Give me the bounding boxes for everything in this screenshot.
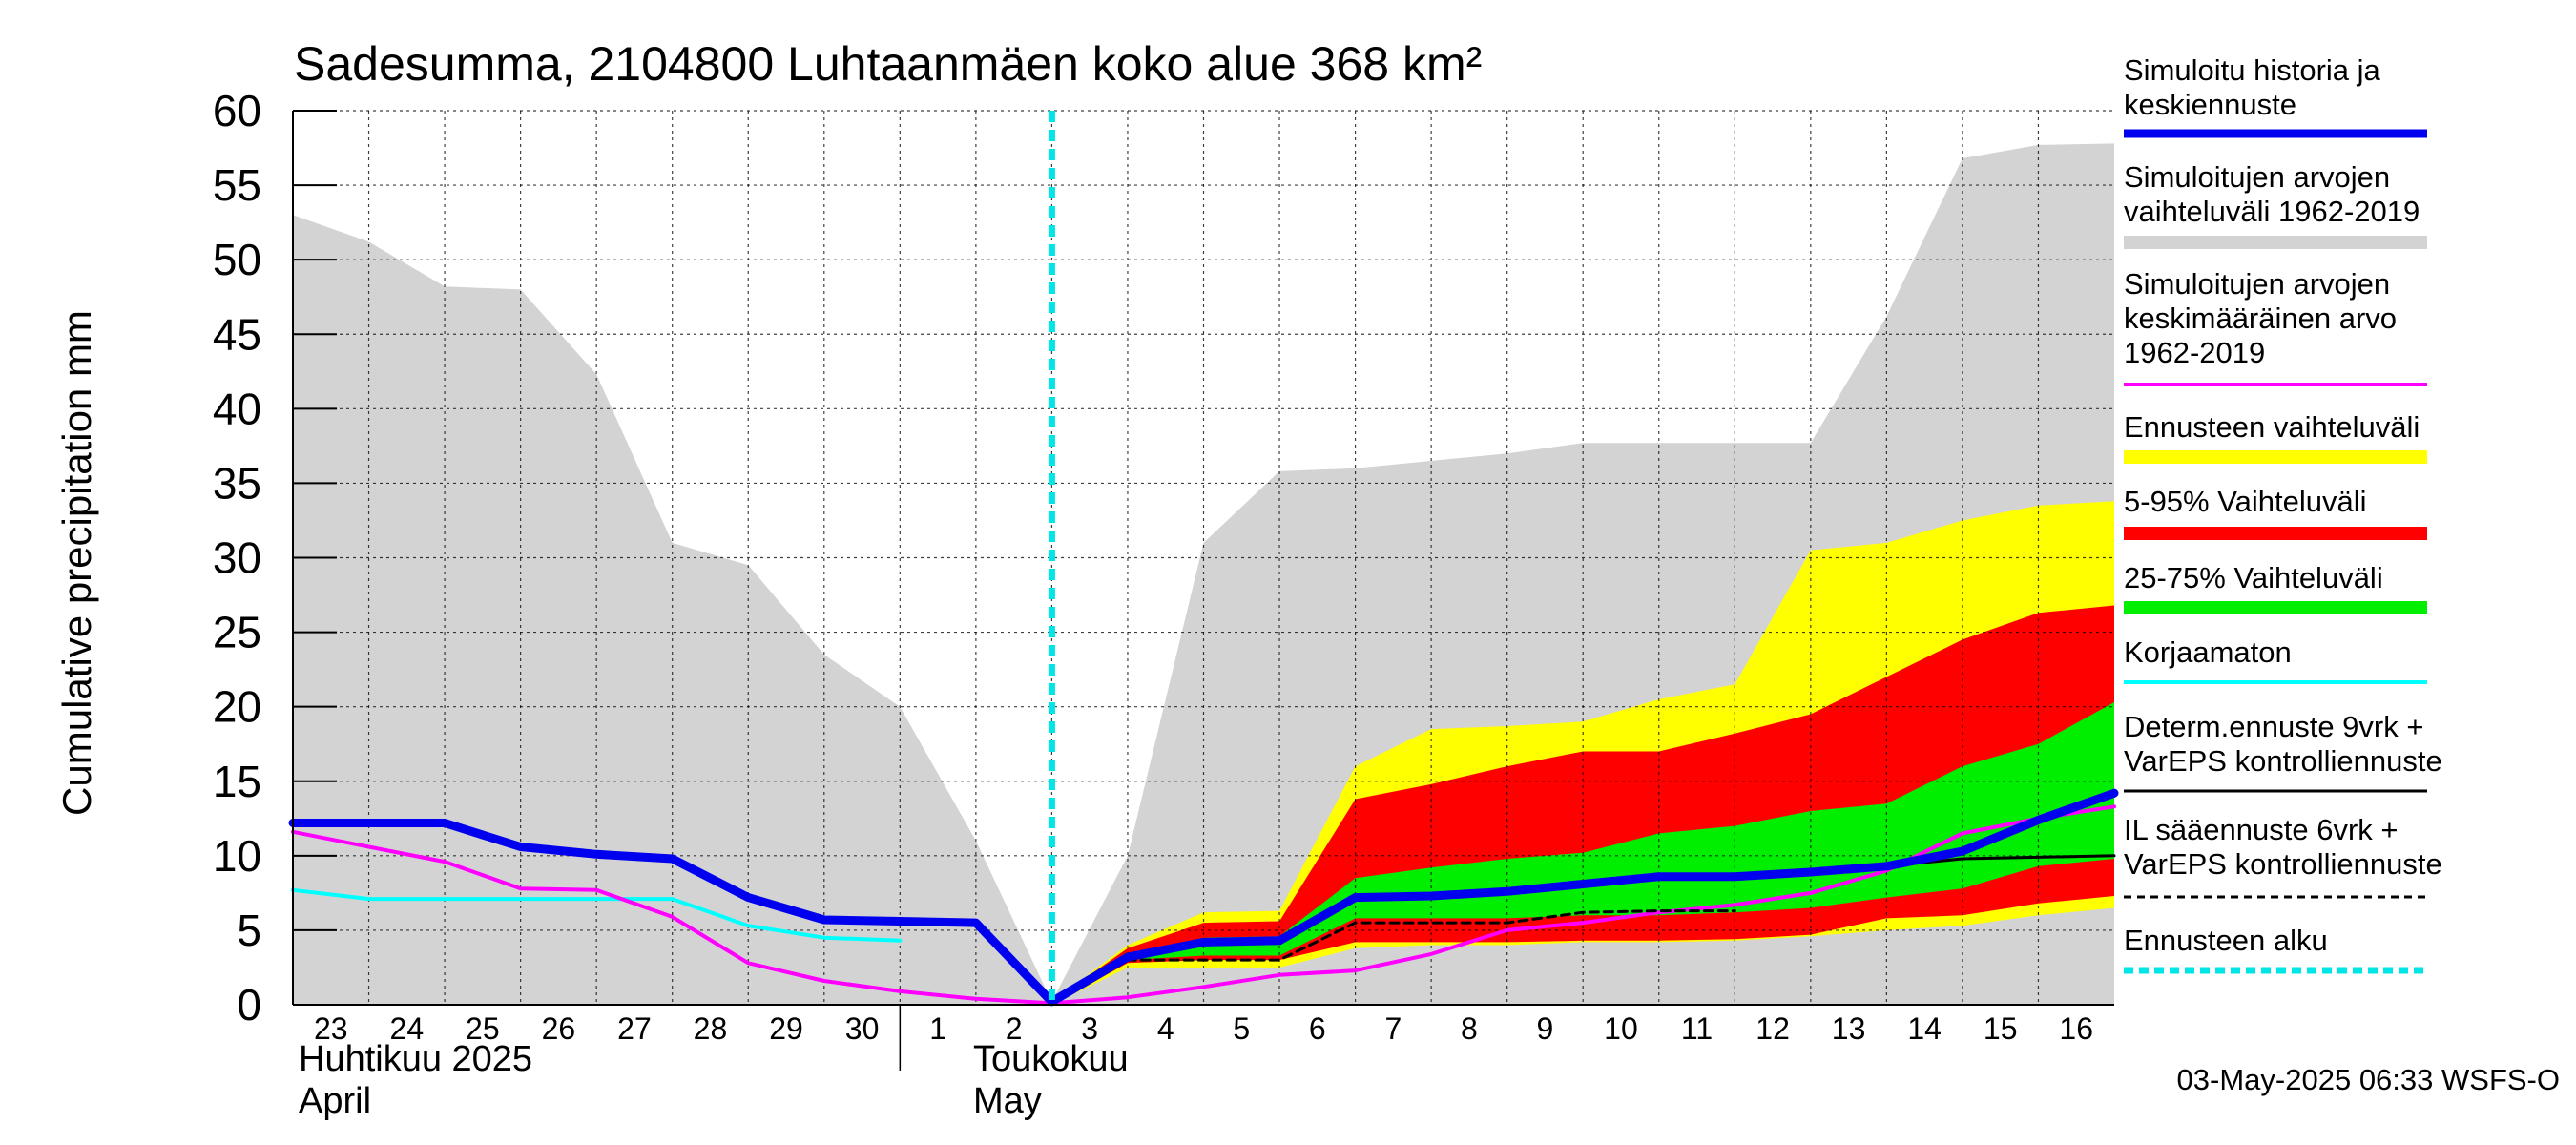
legend-label-sim_mean: 1962-2019 — [2124, 336, 2265, 369]
y-tick-label: 35 — [213, 458, 261, 508]
x-tick-label: 13 — [1832, 1011, 1866, 1046]
legend-label-sim_history: Simuloitu historia ja — [2124, 53, 2381, 87]
legend-label-uncorrected: Korjaamaton — [2124, 635, 2292, 669]
y-tick-label: 5 — [237, 906, 261, 955]
x-tick-label: 5 — [1233, 1011, 1250, 1046]
y-tick-label: 60 — [213, 86, 261, 135]
month-label: Huhtikuu 2025 — [299, 1039, 532, 1079]
y-tick-label: 55 — [213, 160, 261, 210]
legend-label-determ: VarEPS kontrolliennuste — [2124, 744, 2442, 778]
line-sim-history — [288, 788, 2119, 1007]
line-sim-mean — [291, 804, 2116, 1006]
x-tick-label: 16 — [2059, 1011, 2093, 1046]
legend-label-hist_range: Simuloitujen arvojen — [2124, 160, 2390, 194]
x-tick-label: 10 — [1604, 1011, 1638, 1046]
x-tick-label: 3 — [1081, 1011, 1098, 1046]
chart-title: Sadesumma, 2104800 Luhtaanmäen koko alue… — [294, 37, 1482, 91]
line-uncorrected — [291, 887, 903, 943]
legend-label-p25_75: 25-75% Vaihteluväli — [2124, 561, 2383, 594]
month-label: Toukokuu — [973, 1039, 1129, 1079]
month-label-en: May — [973, 1081, 1042, 1121]
footer-timestamp: 03-May-2025 06:33 WSFS-O — [2177, 1063, 2560, 1096]
x-tick-label: 9 — [1537, 1011, 1554, 1046]
legend-label-il: IL sääennuste 6vrk + — [2124, 813, 2399, 846]
y-axis-label: Cumulative precipitation mm — [54, 310, 99, 816]
legend-label-forecast_start: Ennusteen alku — [2124, 924, 2328, 957]
x-tick-label: 28 — [694, 1011, 728, 1046]
legend-label-hist_range: vaihteluväli 1962-2019 — [2124, 195, 2420, 228]
x-tick-label: 11 — [1681, 1011, 1713, 1046]
y-tick-label: 30 — [213, 533, 261, 583]
y-tick-label: 25 — [213, 608, 261, 657]
legend-label-il: VarEPS kontrolliennuste — [2124, 847, 2442, 881]
month-label-en: April — [299, 1081, 371, 1121]
x-tick-label: 8 — [1461, 1011, 1478, 1046]
legend-label-sim_mean: Simuloitujen arvojen — [2124, 267, 2390, 301]
legend-label-p5_95: 5-95% Vaihteluväli — [2124, 485, 2366, 518]
y-tick-label: 20 — [213, 682, 261, 732]
y-tick-label: 15 — [213, 757, 261, 806]
y-tick-label: 50 — [213, 235, 261, 284]
x-tick-label: 15 — [1984, 1011, 2018, 1046]
x-tick-label: 29 — [769, 1011, 803, 1046]
legend-label-determ: Determ.ennuste 9vrk + — [2124, 710, 2423, 743]
series-lines — [288, 111, 2119, 1007]
legend-label-ens_range: Ennusteen vaihteluväli — [2124, 410, 2420, 444]
x-tick-label: 30 — [845, 1011, 880, 1046]
x-tick-label: 4 — [1157, 1011, 1174, 1046]
y-tick-label: 40 — [213, 384, 261, 433]
area-p5_95 — [1051, 605, 2114, 1005]
grid — [293, 110, 2114, 1005]
legend-label-sim_history: keskiennuste — [2124, 88, 2296, 121]
x-tick-label: 23 — [314, 1011, 348, 1046]
y-tick-label: 45 — [213, 309, 261, 359]
x-tick-label: 27 — [617, 1011, 652, 1046]
x-tick-label: 24 — [390, 1011, 425, 1046]
x-tick-label: 12 — [1755, 1011, 1790, 1046]
x-tick-label: 26 — [542, 1011, 576, 1046]
line-il-forecast — [1049, 909, 1736, 1004]
x-tick-label: 14 — [1907, 1011, 1942, 1046]
x-tick-label: 25 — [466, 1011, 500, 1046]
y-tick-label: 0 — [237, 980, 261, 1030]
y-tick-label: 10 — [213, 831, 261, 881]
legend-label-sim_mean: keskimääräinen arvo — [2124, 302, 2397, 335]
x-tick-label: 2 — [1006, 1011, 1023, 1046]
x-tick-label: 6 — [1309, 1011, 1326, 1046]
x-tick-label: 1 — [929, 1011, 946, 1046]
x-tick-label: 7 — [1384, 1011, 1402, 1046]
